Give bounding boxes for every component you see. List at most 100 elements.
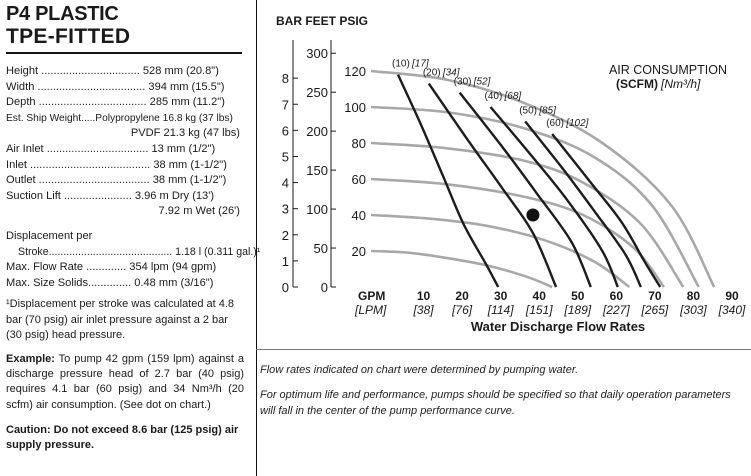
air-curve-label-metric: [102] xyxy=(565,118,588,129)
spec-inlet: Inlet ..................................… xyxy=(6,158,227,171)
spec-width: Width ..................................… xyxy=(6,80,225,93)
x-tick-lpm: [189] xyxy=(563,303,591,317)
spec-suction-lift-wet: 7.92 m Wet (26') xyxy=(158,205,240,218)
example-text: To pump 42 gpm (159 lpm) against a disch… xyxy=(6,352,245,411)
air-curve xyxy=(524,120,642,288)
air-consumption-label: AIR CONSUMPTION xyxy=(609,63,727,77)
bar-tick-label: 7 xyxy=(282,97,289,112)
example-paragraph: Example: To pump 42 gpm (159 lpm) agains… xyxy=(6,352,244,413)
bar-tick-label: 1 xyxy=(282,254,289,269)
feet-tick-label: 0 xyxy=(321,280,328,295)
feet-tick-label: 250 xyxy=(306,85,328,100)
x-tick-gpm: 50 xyxy=(571,289,585,303)
air-curve-label: (30) xyxy=(454,77,472,88)
spec-displacement-label: Displacement per xyxy=(6,229,93,242)
air-curve-label-metric: [34] xyxy=(442,68,460,79)
spec-ship-weight-pvdf: PVDF 21.3 kg (47 lbs) xyxy=(130,127,240,140)
air-curve-label: (40) xyxy=(485,91,503,102)
product-title: P4 PLASTIC xyxy=(6,3,119,25)
air-curve-label-metric: [52] xyxy=(473,77,491,88)
x-tick-lpm: [76] xyxy=(451,303,473,317)
x-tick-gpm: 30 xyxy=(494,289,508,303)
feet-tick-label: 200 xyxy=(306,124,328,139)
x-tick-lpm: [265] xyxy=(641,303,669,317)
pressure-curve-20 xyxy=(370,249,553,289)
x-tick-lpm: [303] xyxy=(679,303,707,317)
x-tick-gpm: 40 xyxy=(533,289,547,303)
column-divider xyxy=(256,0,257,476)
air-curve xyxy=(458,91,592,288)
x-axis-title: Water Discharge Flow Rates xyxy=(471,319,645,334)
air-curve-label: (10) xyxy=(392,59,410,70)
pressure-curve-120 xyxy=(370,69,716,288)
spec-air-inlet: Air Inlet ..............................… xyxy=(6,142,216,155)
psig-tick-label: 40 xyxy=(352,208,366,223)
bar-tick-label: 4 xyxy=(282,176,289,191)
x-tick-lpm: [340] xyxy=(718,303,746,317)
air-curve-label-metric: [68] xyxy=(504,91,522,102)
air-curve-label: (50) xyxy=(519,105,537,116)
spec-panel: P4 PLASTIC TPE-FITTED Height ...........… xyxy=(6,0,261,453)
example-label: Example: xyxy=(6,352,55,365)
air-curve-label-metric: [85] xyxy=(538,105,556,116)
bar-tick-label: 5 xyxy=(282,149,289,164)
air-curve-label: (60) xyxy=(546,118,564,129)
displacement-footnote: ¹Displacement per stroke was calculated … xyxy=(6,298,235,341)
x-tick-lpm: [38] xyxy=(413,303,435,317)
spec-outlet: Outlet .................................… xyxy=(6,174,227,187)
flow-rate-note: Flow rates indicated on chart were deter… xyxy=(260,364,579,376)
air-curve xyxy=(489,106,619,288)
bar-tick-label: 3 xyxy=(282,202,289,217)
x-tick-lpm: [227] xyxy=(602,303,630,317)
x-tick-gpm: 20 xyxy=(455,289,469,303)
air-consumption-unit-bold: (SCFM) xyxy=(616,77,658,91)
spec-ship-weight: Est. Ship Weight.....Polypropylene 16.8 … xyxy=(6,112,233,124)
x-tick-gpm: 60 xyxy=(610,289,624,303)
x-unit-gpm: GPM xyxy=(358,289,385,303)
psig-tick-label: 100 xyxy=(344,100,366,115)
pressure-curve-60 xyxy=(370,177,666,288)
bar-tick-label: 8 xyxy=(282,71,289,86)
psig-tick-label: 60 xyxy=(352,172,366,187)
pressure-curve-100 xyxy=(370,105,700,288)
spec-depth: Depth ..................................… xyxy=(6,96,225,109)
air-curve xyxy=(551,133,662,288)
bar-tick-label: 6 xyxy=(282,123,289,138)
feet-tick-label: 100 xyxy=(306,202,328,217)
axis-header: BAR FEET PSIG xyxy=(276,14,368,28)
air-curve xyxy=(427,82,558,288)
x-tick-gpm: 90 xyxy=(725,289,739,303)
spec-height: Height ................................ … xyxy=(6,65,219,77)
air-curve xyxy=(396,74,500,288)
x-unit-lpm: [LPM] xyxy=(354,303,387,317)
bar-tick-label: 2 xyxy=(282,228,289,243)
feet-tick-label: 300 xyxy=(306,46,328,61)
x-tick-lpm: [151] xyxy=(525,303,553,317)
spec-suction-lift: Suction Lift ...................... 3.96… xyxy=(6,189,215,202)
spec-max-flow: Max. Flow Rate ............. 354 lpm (94… xyxy=(6,261,217,274)
product-subtitle: TPE-FITTED xyxy=(6,25,131,48)
pressure-curve-80 xyxy=(370,141,685,288)
feet-tick-label: 150 xyxy=(306,163,328,178)
air-consumption-unit: [Nm³/h] xyxy=(660,77,701,91)
bar-tick-label: 0 xyxy=(282,280,289,295)
x-tick-gpm: 10 xyxy=(417,289,431,303)
psig-tick-label: 20 xyxy=(352,244,366,259)
x-tick-gpm: 70 xyxy=(648,289,662,303)
psig-tick-label: 80 xyxy=(352,136,366,151)
pressure-curve-40 xyxy=(370,213,631,289)
spec-displacement: Stroke..................................… xyxy=(18,245,261,258)
x-tick-gpm: 80 xyxy=(687,289,701,303)
example-dot xyxy=(526,208,540,222)
spec-max-solids: Max. Size Solids.............. 0.48 mm (… xyxy=(6,276,214,289)
performance-note: For optimum life and performance, pumps … xyxy=(260,389,731,417)
feet-tick-label: 50 xyxy=(314,241,328,256)
title-divider xyxy=(6,52,242,54)
caution-text: Caution: Do not exceed 8.6 bar (125 psig… xyxy=(6,423,239,451)
pump-performance-chart: BAR FEET PSIG012345678050100150200250300… xyxy=(276,14,746,334)
air-curve-label-metric: [17] xyxy=(411,59,429,70)
footer-divider xyxy=(256,349,751,350)
air-curve-label: (20) xyxy=(423,68,441,79)
x-tick-lpm: [114] xyxy=(487,303,514,317)
psig-tick-label: 120 xyxy=(344,64,366,79)
